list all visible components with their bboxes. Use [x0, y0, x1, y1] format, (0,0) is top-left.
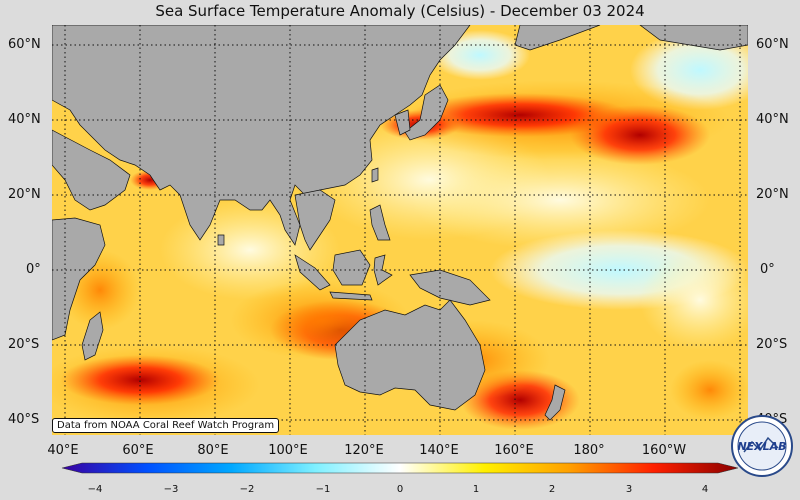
kamchatka-land	[514, 25, 601, 51]
colorbar-tick: −2	[239, 484, 255, 495]
colorbar-scale	[61, 462, 739, 474]
lat-label-right-20n: 20°N	[756, 187, 789, 202]
map-area	[52, 25, 748, 435]
sri-lanka-land	[217, 234, 225, 246]
lat-label-left-20n: 20°N	[8, 187, 41, 202]
lat-label-left-60n: 60°N	[8, 37, 41, 52]
colorbar-tick: −1	[315, 484, 331, 495]
lat-label-right-20s: 20°S	[756, 337, 788, 352]
lon-label-140e: 140°E	[419, 443, 459, 458]
lon-label-100e: 100°E	[268, 443, 308, 458]
logo-text: NEXLAB	[737, 440, 786, 453]
lat-label-right-40n: 40°N	[756, 112, 789, 127]
colorbar-tick: 0	[396, 484, 404, 495]
map-title: Sea Surface Temperature Anomaly (Celsius…	[155, 2, 645, 20]
colorbar-tick: 1	[472, 484, 480, 495]
indochina-land	[294, 189, 336, 251]
java-land	[329, 291, 373, 301]
arabia-land	[52, 129, 131, 211]
lat-label-left-0: 0°	[26, 262, 41, 277]
graticule	[52, 25, 748, 435]
lon-label-120e: 120°E	[344, 443, 384, 458]
australia-land	[334, 299, 486, 411]
colorbar	[61, 462, 739, 474]
new-guinea-land	[409, 269, 491, 306]
lon-label-180: 180°	[573, 443, 605, 458]
nexlab-logo: NEXLAB	[731, 415, 793, 477]
korea-land	[394, 109, 411, 136]
colorbar-tick: 2	[548, 484, 556, 495]
lon-label-60e: 60°E	[122, 443, 154, 458]
lon-label-80e: 80°E	[197, 443, 229, 458]
colorbar-tick: 3	[625, 484, 633, 495]
alaska-land	[639, 25, 748, 51]
data-credit: Data from NOAA Coral Reef Watch Program	[52, 418, 280, 433]
colorbar-tick: −4	[87, 484, 103, 495]
lon-label-160e: 160°E	[494, 443, 534, 458]
philippines-land	[369, 204, 391, 241]
lat-label-right-60n: 60°N	[756, 37, 789, 52]
madagascar-land	[81, 311, 104, 361]
sulawesi-land	[373, 254, 393, 286]
lat-label-left-40n: 40°N	[8, 112, 41, 127]
new-zealand-land	[544, 384, 566, 421]
japan-land	[404, 84, 449, 141]
lon-label-40e: 40°E	[47, 443, 79, 458]
lon-label-160w: 160°W	[641, 443, 687, 458]
lat-label-left-20s: 20°S	[8, 337, 40, 352]
sumatra-land	[294, 254, 331, 291]
colorbar-tick: −3	[163, 484, 179, 495]
colorbar-tick: 4	[701, 484, 709, 495]
lat-label-left-40s: 40°S	[8, 412, 40, 427]
borneo-land	[332, 249, 371, 286]
taiwan-land	[371, 167, 379, 183]
lat-label-right-0: 0°	[760, 262, 775, 277]
